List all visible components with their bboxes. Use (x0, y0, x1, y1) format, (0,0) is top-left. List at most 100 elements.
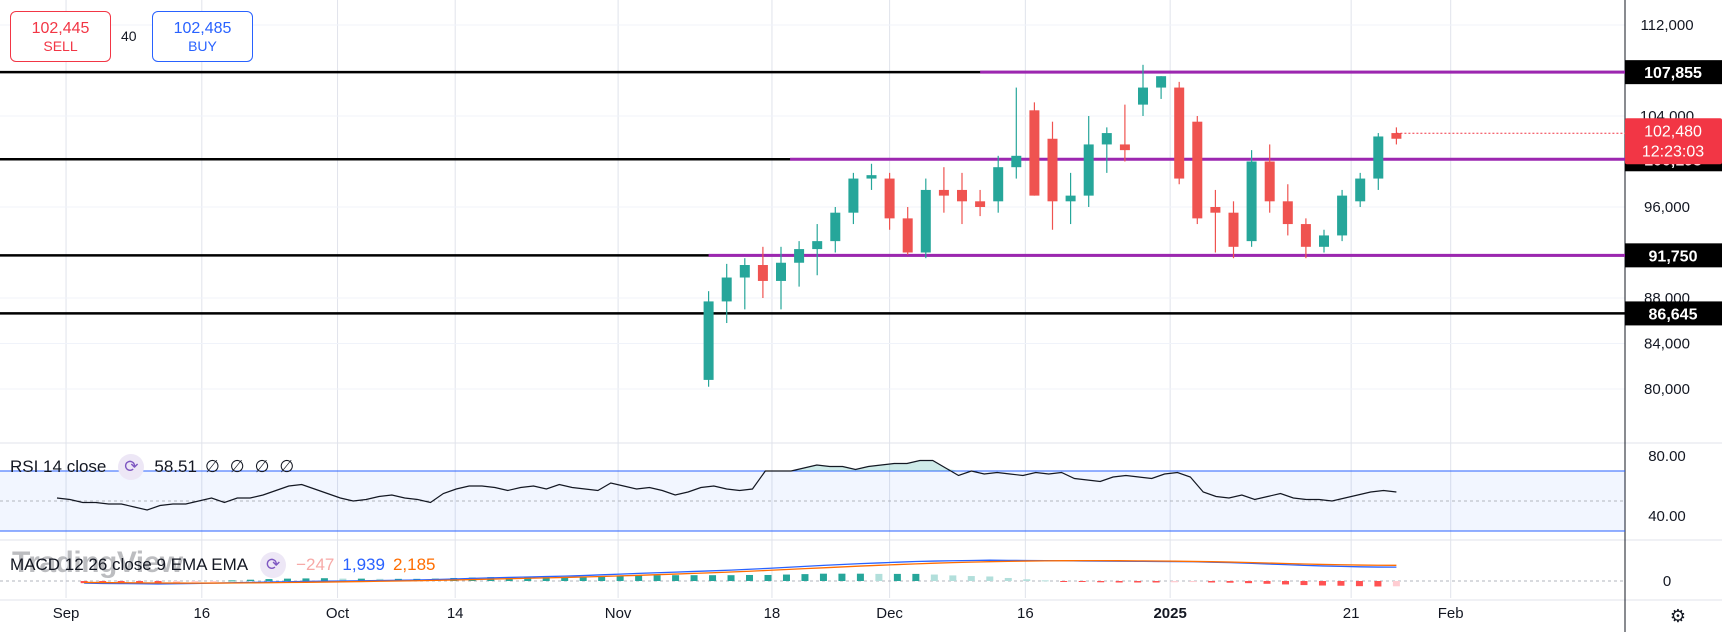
candle-body (1138, 87, 1148, 105)
candle-body (938, 189, 949, 196)
buy-price: 102,485 (173, 19, 232, 37)
candle-body (721, 277, 732, 302)
macd-line-value: 1,939 (342, 555, 385, 574)
macd-hist-value: −247 (296, 555, 335, 574)
macd-histogram-bar (246, 579, 254, 581)
macd-histogram-bar (561, 577, 569, 581)
time-axis-label: Feb (1438, 605, 1464, 622)
buy-button[interactable]: 102,485 BUY (152, 11, 253, 62)
macd-histogram-bar (838, 573, 846, 581)
rsi-extra-3: ∅ (254, 457, 270, 476)
refresh-icon[interactable]: ⟳ (260, 552, 287, 578)
candle-body (1156, 76, 1167, 88)
candle-body (812, 241, 823, 250)
last-price-tag (1625, 118, 1722, 165)
rsi-extra-2: ∅ (229, 457, 245, 476)
macd-histogram-bar (1318, 581, 1326, 586)
macd-histogram-bar (1392, 581, 1400, 587)
macd-histogram-bar (542, 577, 550, 581)
level-tag (1625, 60, 1722, 85)
macd-histogram-bar (1134, 581, 1142, 583)
time-axis-label: 2025 (1153, 605, 1186, 622)
macd-histogram-bar (1097, 581, 1105, 583)
candle-body (1210, 207, 1221, 213)
macd-histogram-bar (302, 578, 310, 581)
rsi-axis-tick: 80.00 (1648, 448, 1686, 465)
candle-body (1337, 195, 1348, 236)
macd-histogram-bar (283, 578, 291, 581)
candle-body (1355, 178, 1366, 202)
macd-histogram-bar (690, 575, 698, 581)
candle-body (975, 201, 986, 207)
refresh-icon[interactable]: ⟳ (118, 454, 145, 480)
candle-body (1319, 235, 1329, 247)
time-axis-label: Dec (876, 605, 903, 622)
macd-histogram-bar (579, 576, 587, 581)
candle-body (993, 167, 1004, 202)
macd-axis-tick: 0 (1663, 573, 1671, 590)
macd-histogram-bar (1078, 581, 1086, 582)
macd-histogram-bar (1152, 581, 1160, 583)
candle-body (1101, 133, 1112, 145)
macd-histogram-bar (228, 580, 236, 582)
time-axis-label: Oct (326, 605, 350, 622)
macd-histogram-bar (856, 573, 864, 581)
macd-histogram-bar (173, 581, 181, 583)
macd-histogram-bar (1245, 581, 1253, 584)
rsi-extra-4: ∅ (279, 457, 295, 476)
sell-price: 102,445 (31, 19, 90, 37)
time-axis-label: 14 (447, 605, 464, 622)
rsi-value: 58.51 (154, 457, 197, 476)
macd-histogram-bar (210, 581, 218, 582)
macd-histogram-bar (1282, 581, 1290, 585)
gear-icon[interactable]: ⚙ (1669, 605, 1687, 626)
macd-histogram-bar (357, 578, 365, 581)
price-axis-tick: 96,000 (1644, 199, 1690, 216)
macd-histogram-bar (524, 577, 532, 581)
candle-body (920, 189, 931, 253)
macd-histogram-bar (949, 575, 957, 581)
rsi-legend[interactable]: RSI 14 close ⟳ 58.51 ∅ ∅ ∅ ∅ (10, 454, 304, 480)
macd-histogram-bar (709, 575, 717, 581)
macd-histogram-bar (967, 576, 975, 581)
spread-value: 40 (121, 28, 137, 44)
time-axis-label: Sep (53, 605, 80, 622)
price-axis-tick: 112,000 (1640, 17, 1693, 34)
macd-histogram-bar (1337, 581, 1345, 586)
candle-body (866, 175, 877, 179)
candle-body (1047, 138, 1058, 202)
candle-body (1029, 110, 1040, 196)
macd-histogram-bar (801, 574, 809, 581)
macd-histogram-bar (1374, 581, 1382, 587)
macd-histogram-bar (672, 575, 680, 581)
rsi-title: RSI 14 close (10, 457, 107, 476)
candle-body (902, 218, 913, 253)
macd-histogram-bar (1004, 577, 1012, 581)
candle-body (1065, 195, 1076, 202)
sell-label: SELL (43, 37, 78, 54)
candle-body (739, 265, 750, 278)
macd-legend[interactable]: MACD 12 26 close 9 EMA EMA ⟳ −247 1,939 … (10, 552, 443, 578)
time-axis-label: 18 (764, 605, 781, 622)
macd-histogram-bar (986, 576, 994, 581)
level-tag-label: 91,750 (1649, 248, 1698, 265)
macd-histogram-bar (727, 575, 735, 581)
macd-histogram-bar (191, 581, 199, 583)
candle-body (1228, 212, 1239, 247)
sell-button[interactable]: 102,445 SELL (10, 11, 111, 62)
macd-histogram-bar (912, 573, 920, 581)
macd-histogram-bar (1023, 579, 1031, 581)
candle-body (703, 301, 714, 380)
level-tag-label: 86,645 (1649, 306, 1698, 323)
time-axis-label: 16 (1017, 605, 1034, 622)
price-axis-tick: 84,000 (1644, 336, 1690, 353)
macd-histogram-bar (1208, 581, 1216, 583)
candle-body (776, 262, 786, 281)
candle-body (1300, 224, 1311, 247)
macd-histogram-bar (746, 574, 754, 581)
macd-histogram-bar (1189, 581, 1197, 583)
level-tag-label: 107,855 (1644, 65, 1702, 82)
last-price-value: 102,480 (1644, 123, 1702, 140)
